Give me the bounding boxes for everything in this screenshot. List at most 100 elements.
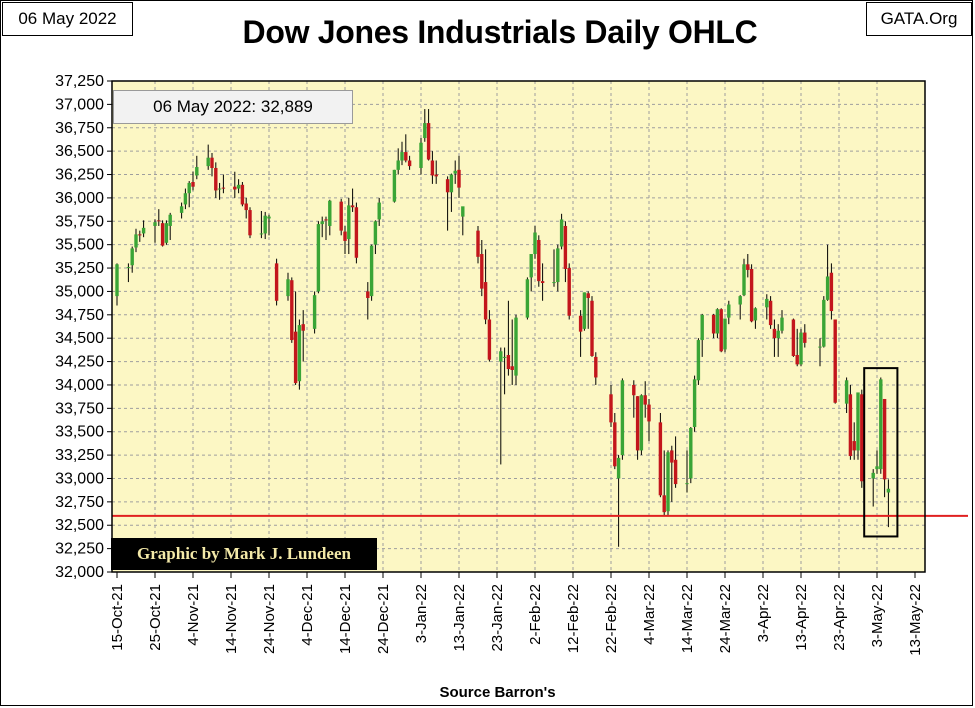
candle-body (168, 214, 172, 226)
y-tick-label: 36,250 (55, 167, 104, 184)
candle-body (343, 231, 347, 241)
candle-body (666, 452, 670, 512)
candle-body (419, 142, 423, 168)
x-tick-label: 24-Nov-21 (261, 584, 278, 654)
x-tick-label: 3-May-22 (869, 584, 886, 647)
candle-body (582, 292, 587, 329)
candle-body (400, 152, 404, 161)
candle-body (852, 441, 856, 451)
candle-body (141, 227, 146, 234)
candle-body (290, 280, 294, 341)
candle-body (434, 174, 438, 177)
candle-body (233, 186, 237, 190)
x-tick-label: 14-Nov-21 (223, 584, 240, 654)
candle-body (461, 206, 465, 217)
y-tick-label: 32,250 (55, 541, 104, 558)
candle-body (301, 324, 305, 331)
candle-body (738, 296, 742, 305)
candle-body (499, 351, 503, 362)
candle-body (833, 319, 837, 403)
candle-body (825, 276, 830, 300)
candle-body (647, 404, 651, 422)
candle-body (426, 123, 431, 160)
candle-body (350, 205, 355, 208)
candle-body (187, 182, 191, 194)
y-tick-label: 35,250 (55, 260, 104, 277)
candle-body (692, 379, 697, 428)
y-tick-label: 33,000 (55, 470, 104, 487)
candle-body (157, 220, 161, 222)
candle-body (404, 152, 408, 161)
candle-body (126, 267, 131, 269)
candle-body (860, 394, 864, 482)
candle-body (822, 299, 826, 347)
x-tick-label: 14-Mar-22 (679, 584, 696, 653)
candle-body (214, 167, 218, 191)
x-tick-label: 13-Jan-22 (451, 584, 468, 652)
candle-body (609, 394, 613, 423)
x-tick-label: 13-Apr-22 (793, 584, 810, 651)
candle-body (164, 223, 169, 243)
x-tick-label: 23-Apr-22 (831, 584, 848, 651)
x-tick-label: 2-Feb-22 (527, 584, 544, 645)
y-tick-label: 34,500 (55, 330, 104, 347)
x-tick-label: 24-Mar-22 (717, 584, 734, 653)
candle-body (373, 221, 378, 245)
candle-body (354, 207, 359, 258)
candle-body (780, 317, 784, 331)
candle-body (210, 157, 214, 168)
candle-body (449, 174, 454, 193)
candle-body (590, 300, 594, 356)
candle-body (552, 282, 556, 284)
candle-body (366, 291, 370, 298)
candle-body (749, 268, 754, 322)
candle-body (423, 123, 427, 139)
candle-body (700, 314, 704, 341)
grid-lines (112, 81, 925, 572)
candle-body (670, 450, 674, 463)
candle-body (727, 304, 731, 318)
y-tick-label: 35,500 (55, 237, 104, 254)
candle-body (746, 264, 750, 270)
candlestick-series (115, 109, 891, 547)
candle-body (476, 230, 480, 257)
y-tick-label: 32,750 (55, 494, 104, 511)
candle-body (594, 356, 598, 378)
candle-body (772, 328, 777, 339)
candle-body (328, 200, 332, 226)
org-label: GATA.Org (866, 2, 972, 36)
candle-body (533, 232, 537, 255)
candle-body (396, 160, 400, 170)
candle-body (632, 384, 636, 396)
candle-body (514, 317, 518, 376)
candle-body (719, 309, 723, 352)
candle-body (453, 170, 457, 174)
chart-title: Dow Jones Industrials Daily OHLC (242, 14, 758, 50)
candle-body (616, 457, 621, 479)
candle-body (856, 392, 860, 451)
candle-body (886, 488, 891, 493)
candle-body (510, 366, 514, 370)
date-label: 06 May 2022 (2, 2, 133, 36)
candle-body (753, 308, 758, 321)
x-tick-label: 4-Nov-21 (185, 584, 202, 646)
candle-body (191, 182, 195, 187)
candle-body (297, 325, 302, 382)
candle-body (248, 210, 252, 236)
candle-body (715, 309, 720, 334)
candle-body (339, 201, 343, 231)
candle-body (768, 300, 773, 326)
x-tick-label: 3-Jan-22 (413, 584, 430, 643)
candle-body (871, 472, 875, 479)
candle-body (799, 332, 803, 365)
candle-body (844, 380, 849, 404)
x-tick-label: 15-Oct-21 (109, 584, 126, 651)
candle-body (244, 203, 248, 211)
candle-body (689, 427, 693, 479)
candle-body (882, 398, 887, 480)
candle-body (293, 331, 298, 384)
candle-body (879, 379, 883, 470)
candle-body (742, 264, 746, 296)
x-tick-label: 24-Dec-21 (375, 584, 392, 654)
x-axis-label: Source Barron's (439, 684, 556, 701)
